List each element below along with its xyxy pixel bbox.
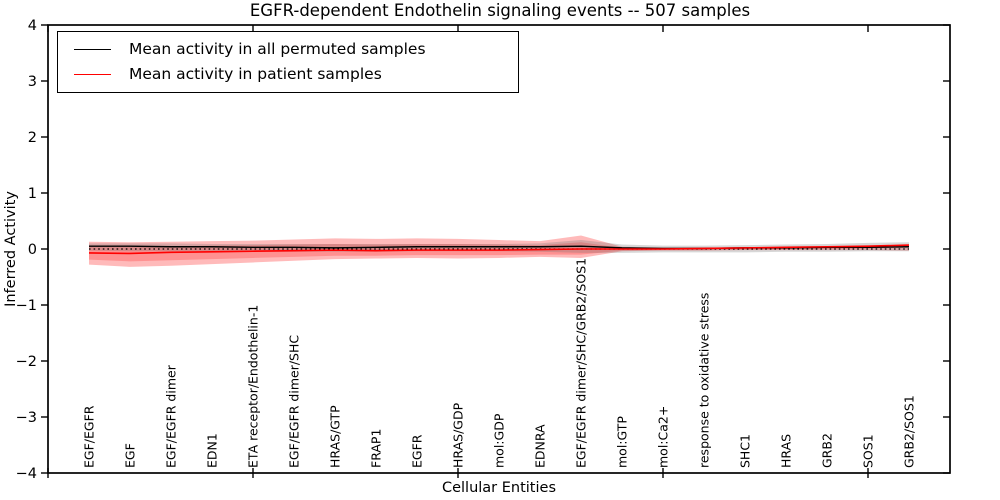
- y-tick-label: 0: [28, 242, 37, 258]
- x-category-label: SHC1: [738, 434, 753, 468]
- x-category-label: GRB2: [820, 433, 835, 468]
- x-category-label: EGF/EGFR: [82, 405, 97, 468]
- x-axis-label: Cellular Entities: [442, 480, 556, 496]
- y-tick-label: −3: [16, 410, 37, 426]
- x-category-label: mol:GTP: [615, 416, 630, 468]
- y-tick-label: −4: [16, 466, 37, 482]
- y-tick-labels: 4 3 2 1 0 −1 −2 −3 −4: [16, 18, 37, 482]
- red-line-swatch: [74, 74, 111, 76]
- x-category-label: EDNRA: [533, 424, 548, 468]
- legend-label: Mean activity in all permuted samples: [129, 39, 426, 58]
- y-tick-label: 1: [28, 186, 37, 202]
- x-category-label: SOS1: [861, 434, 876, 468]
- legend-item-patient: Mean activity in patient samples: [58, 64, 518, 83]
- y-tick-label: −1: [16, 298, 37, 314]
- x-category-label: HRAS/GTP: [328, 405, 343, 468]
- y-tick-label: 4: [28, 18, 37, 34]
- x-category-label: mol:GDP: [492, 413, 507, 468]
- x-category-label: EGF/EGFR dimer: [164, 364, 179, 468]
- x-category-label: response to oxidative stress: [697, 293, 712, 468]
- legend-label: Mean activity in patient samples: [129, 64, 382, 83]
- x-category-label: GRB2/SOS1: [902, 395, 917, 468]
- x-category-label: mol:Ca2+: [656, 406, 671, 468]
- legend-item-permuted: Mean activity in all permuted samples: [58, 39, 518, 58]
- legend-box: Mean activity in all permuted samples Me…: [57, 31, 519, 93]
- x-category-labels: EGF/EGFR EGF EGF/EGFR dimer EDN1 ETA recepto…: [82, 258, 917, 468]
- x-category-label: EDN1: [205, 433, 220, 468]
- x-category-label: HRAS/GDP: [451, 402, 466, 468]
- chart-title: EGFR-dependent Endothelin signaling even…: [250, 1, 750, 20]
- x-category-label: EGFR: [410, 434, 425, 468]
- y-tick-label: 3: [28, 74, 37, 90]
- y-tick-label: 2: [28, 130, 37, 146]
- x-category-label: HRAS: [779, 434, 794, 468]
- x-category-label: EGF/EGFR dimer/SHC/GRB2/SOS1: [574, 258, 589, 468]
- patient-range-outer-band: [89, 235, 909, 267]
- series-lines: [88, 244, 910, 255]
- black-line-swatch: [74, 48, 111, 50]
- tick-marks: [41, 24, 950, 478]
- y-tick-label: −2: [16, 354, 37, 370]
- x-category-label: ETA receptor/Endothelin-1: [246, 305, 261, 468]
- x-category-label: EGF: [123, 443, 138, 468]
- series-line-1: [88, 244, 910, 255]
- x-category-label: FRAP1: [369, 429, 384, 468]
- y-axis-label: Inferred Activity: [3, 191, 19, 307]
- x-category-label: EGF/EGFR dimer/SHC: [287, 335, 302, 468]
